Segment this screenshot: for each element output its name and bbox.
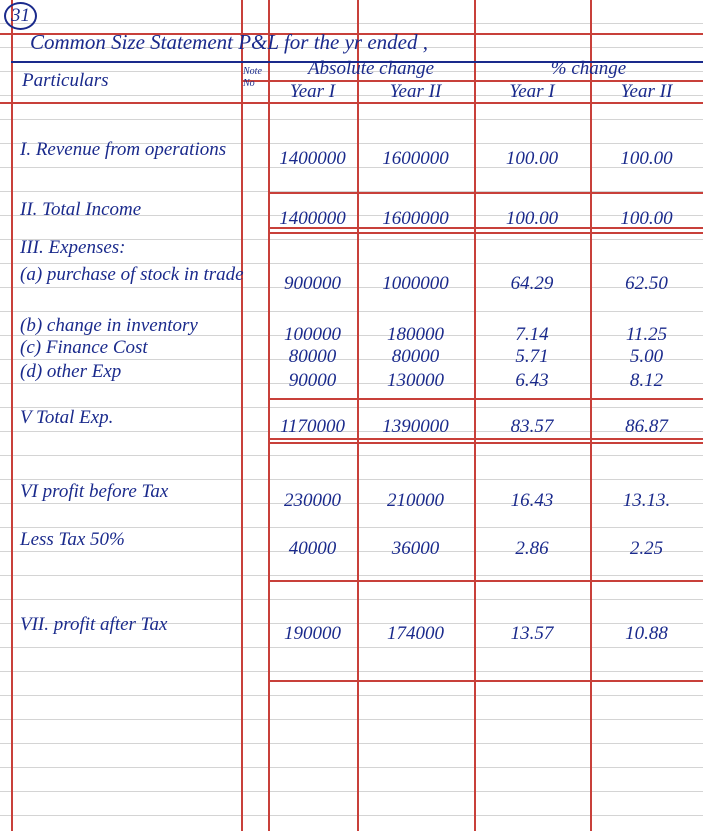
particulars: III. Expenses: — [20, 237, 126, 258]
percent-year2: 11.25 — [625, 324, 668, 345]
particulars: (b) change in inventory — [20, 315, 198, 336]
amount-year1: 230000 — [284, 490, 341, 511]
rule — [0, 102, 703, 104]
percent-year2: 100.00 — [620, 148, 673, 169]
percent-year1: 64.29 — [510, 273, 554, 294]
amount-year1: 90000 — [288, 370, 337, 391]
percent-year1: 7.14 — [515, 324, 549, 345]
amount-year2: 1600000 — [382, 148, 449, 169]
particulars: (c) Finance Cost — [20, 337, 148, 358]
amount-year2: 1600000 — [382, 208, 449, 229]
column-line — [474, 0, 476, 831]
rule — [268, 398, 703, 400]
title: Common Size Statement P&L for the yr end… — [30, 30, 428, 54]
percent-year2: 62.50 — [625, 273, 668, 294]
rule — [268, 232, 703, 234]
rule — [0, 33, 703, 35]
percent-year2: 8.12 — [629, 370, 664, 391]
header-particulars: Particulars — [22, 70, 109, 91]
amount-year1: 190000 — [284, 623, 341, 644]
rule — [241, 80, 703, 82]
particulars: VI profit before Tax — [20, 481, 169, 502]
amount-year1: 80000 — [288, 346, 337, 367]
rule — [268, 227, 703, 229]
rule — [268, 438, 703, 440]
percent-year1: 5.71 — [515, 346, 549, 367]
rule — [268, 192, 703, 194]
column-line — [590, 0, 592, 831]
percent-year1: 16.43 — [510, 490, 554, 511]
rule — [268, 442, 703, 444]
amount-year1: 40000 — [288, 538, 337, 559]
percent-year2: 100.00 — [620, 208, 673, 229]
percent-year2: 13.13. — [622, 490, 671, 511]
percent-year1: 100.00 — [505, 148, 559, 169]
amount-year2: 36000 — [391, 538, 440, 559]
amount-year2: 130000 — [387, 370, 444, 391]
particulars: (d) other Exp — [20, 361, 122, 382]
title-underline — [11, 61, 703, 63]
amount-year2: 1390000 — [382, 416, 449, 437]
percent-year2: 5.00 — [629, 346, 664, 367]
amount-year1: 1170000 — [279, 416, 346, 437]
percent-year2: 2.25 — [629, 538, 664, 559]
particulars: VII. profit after Tax — [20, 614, 168, 635]
amount-year2: 174000 — [387, 623, 444, 644]
column-line — [268, 0, 270, 831]
percent-year2: 10.88 — [625, 623, 668, 644]
amount-year2: 80000 — [391, 346, 440, 367]
particulars: II. Total Income — [20, 199, 142, 220]
amount-year1: 1400000 — [279, 208, 346, 229]
amount-year1: 100000 — [284, 324, 341, 345]
rule — [268, 580, 703, 582]
header-year: Year I — [509, 81, 555, 102]
percent-year1: 6.43 — [515, 370, 549, 391]
header-absolute: Absolute change — [307, 58, 435, 79]
column-line — [357, 0, 359, 831]
particulars: V Total Exp. — [20, 407, 114, 428]
amount-year1: 900000 — [284, 273, 341, 294]
particulars: Less Tax 50% — [20, 529, 125, 550]
header-year: Year II — [389, 81, 442, 102]
header-year: Year I — [289, 81, 336, 102]
percent-year1: 100.00 — [505, 208, 559, 229]
header-note: Note No — [243, 66, 262, 89]
header-year: Year II — [620, 81, 673, 102]
rule — [268, 680, 703, 682]
percent-year2: 86.87 — [625, 416, 668, 437]
question-number: 31 — [4, 2, 37, 30]
particulars: I. Revenue from operations — [20, 139, 227, 160]
column-line — [241, 0, 243, 831]
percent-year1: 13.57 — [510, 623, 554, 644]
particulars: (a) purchase of stock in trade — [20, 264, 244, 285]
amount-year2: 180000 — [387, 324, 444, 345]
percent-year1: 83.57 — [510, 416, 554, 437]
margin-line — [11, 0, 13, 831]
amount-year2: 210000 — [387, 490, 444, 511]
percent-year1: 2.86 — [515, 538, 549, 559]
amount-year2: 1000000 — [382, 273, 449, 294]
header-percent: % change — [550, 58, 627, 79]
amount-year1: 1400000 — [279, 148, 346, 169]
